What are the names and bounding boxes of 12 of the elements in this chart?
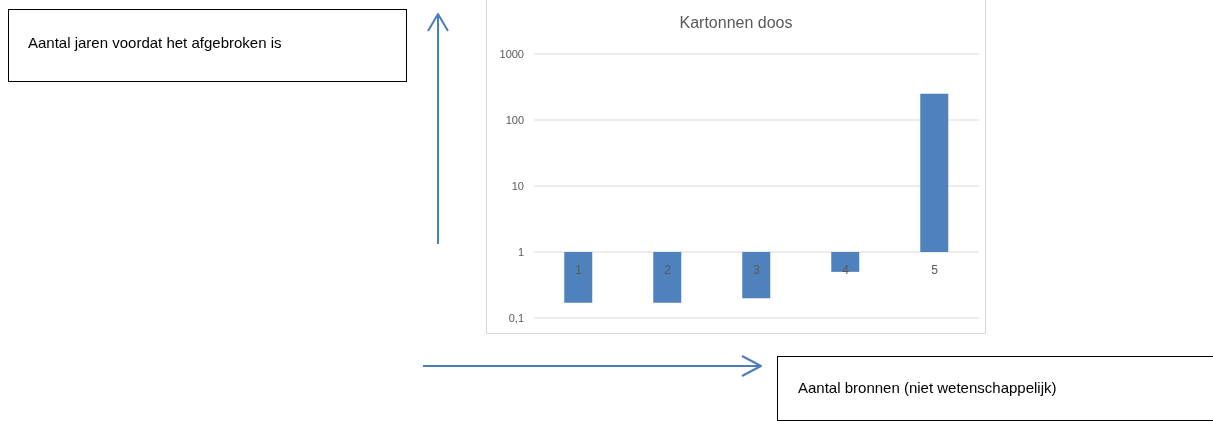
text-box: Aantal bronnen (niet wetenschappelijk) [777, 356, 1213, 421]
x-tick-label: 2 [664, 263, 672, 277]
x-tick-label: 5 [931, 263, 939, 277]
x-tick-label: 1 [575, 263, 583, 277]
x-tick-label: 3 [753, 263, 761, 277]
y-tick-label: 100 [505, 113, 524, 126]
y-tick-label: 0,1 [508, 311, 524, 324]
y-tick-label: 1000 [499, 47, 524, 60]
chart-title: Kartonnen doos [678, 14, 794, 32]
text-box: Aantal jaren voordat het afgebroken is [8, 9, 407, 82]
y-tick-label: 1 [517, 245, 524, 258]
y-tick-label: 10 [511, 179, 524, 192]
